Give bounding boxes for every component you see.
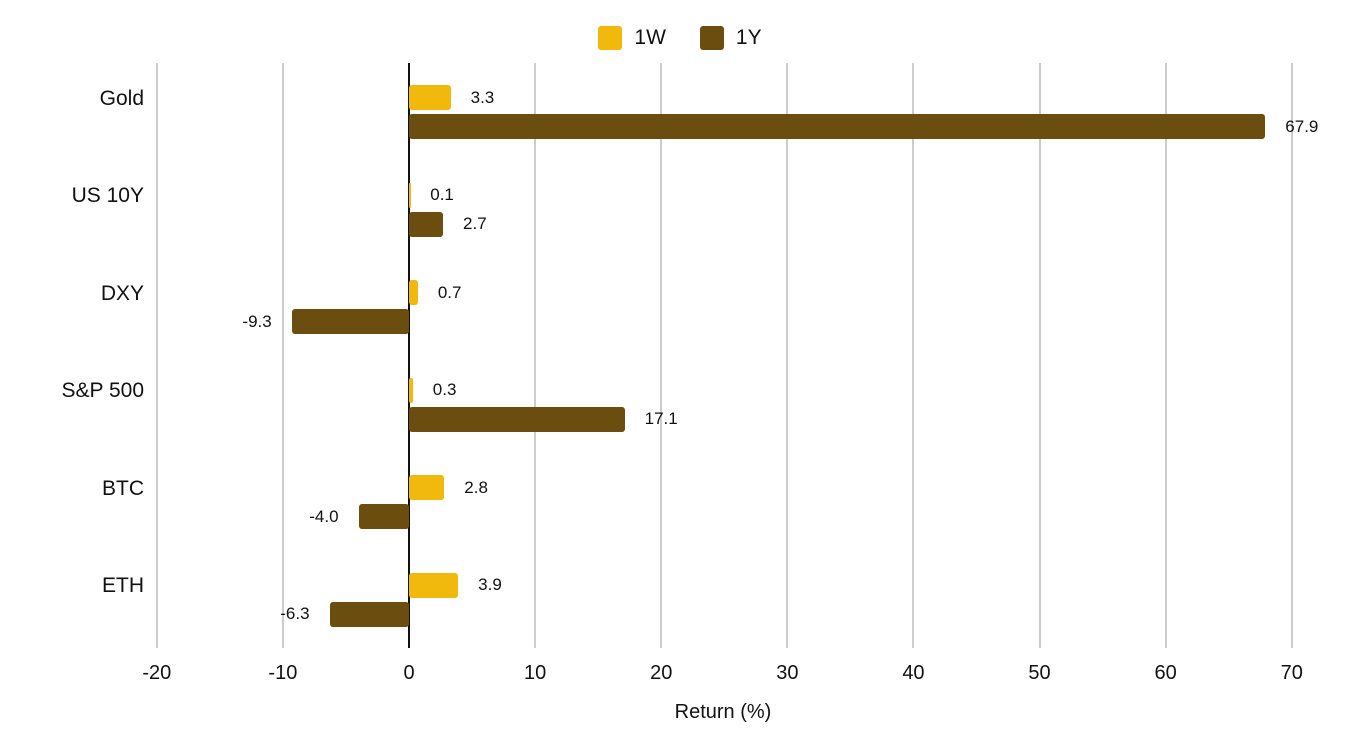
x-tick-label: 0 (403, 662, 415, 684)
bar-1w (409, 572, 459, 598)
data-label: 0.7 (437, 282, 462, 302)
zero-axis-line (408, 63, 410, 648)
bar-1w (409, 377, 413, 403)
gridline (155, 63, 158, 648)
gridline (1038, 63, 1041, 648)
data-label: 0.1 (430, 185, 454, 205)
bar-1w (409, 182, 411, 208)
bar-1y (329, 601, 409, 627)
data-label: 3.9 (478, 575, 502, 595)
legend-label-1w: 1W (634, 26, 666, 49)
legend-item-1w: 1W (598, 26, 666, 50)
bar-1w (409, 475, 445, 501)
x-tick-label: -20 (142, 662, 172, 684)
legend-swatch-1w (598, 26, 623, 50)
gridline (786, 63, 789, 648)
x-axis-label: Return (%) (674, 701, 772, 723)
legend-item-1y: 1Y (699, 26, 762, 50)
legend: 1W 1Y (0, 26, 1366, 50)
data-label: 0.3 (432, 380, 457, 400)
x-tick-label: 20 (650, 662, 673, 684)
data-label: 2.8 (464, 477, 488, 497)
x-tick-label: 60 (1154, 662, 1177, 684)
x-tick-label: -10 (268, 662, 298, 684)
x-tick-label: 30 (776, 662, 799, 684)
x-tick-label: 50 (1028, 662, 1051, 684)
category-label: Gold (99, 86, 144, 110)
data-label: 67.9 (1285, 116, 1319, 136)
gridline (534, 63, 537, 648)
gridline (281, 63, 284, 648)
data-label: 3.3 (470, 87, 495, 107)
gridline (912, 63, 915, 648)
bar-1w (409, 280, 418, 306)
bar-1y (409, 114, 1266, 140)
data-label: -4.0 (309, 506, 339, 526)
bar-1w (409, 85, 451, 111)
data-label: -9.3 (242, 311, 272, 331)
category-label: BTC (102, 476, 144, 500)
legend-swatch-1y (699, 26, 724, 50)
legend-label-1y: 1Y (735, 26, 762, 49)
bar-1y (409, 406, 625, 432)
gridline (660, 63, 663, 648)
gridline (1290, 63, 1293, 648)
bar-1y (409, 211, 444, 237)
category-label: DXY (100, 281, 144, 305)
data-label: 17.1 (644, 409, 678, 429)
gridline (1164, 63, 1167, 648)
data-label: 2.7 (463, 214, 487, 234)
bar-1y (291, 309, 409, 335)
bar-1y (358, 504, 409, 530)
category-label: S&P 500 (61, 379, 144, 403)
x-tick-label: 10 (523, 662, 547, 684)
category-label: US 10Y (71, 184, 144, 208)
x-tick-label: 40 (902, 662, 925, 684)
category-label: ETH (102, 574, 144, 598)
x-tick-label: 70 (1280, 662, 1303, 684)
data-label: -6.3 (280, 604, 310, 624)
